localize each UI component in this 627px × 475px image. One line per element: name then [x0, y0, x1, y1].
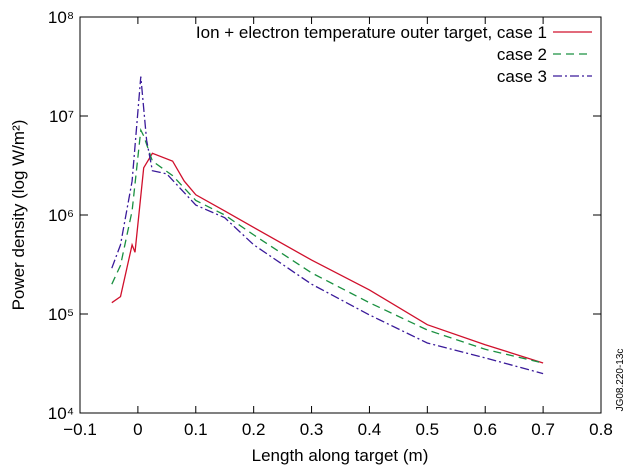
legend-label: case 2	[497, 45, 547, 64]
y-tick-label: 10⁶	[48, 206, 74, 225]
y-axis-label: Power density (log W/m²)	[9, 120, 28, 311]
legend-label: case 3	[497, 67, 547, 86]
x-tick-label: 0.7	[531, 420, 555, 439]
x-tick-label: 0.6	[473, 420, 497, 439]
x-tick-label: 0	[133, 420, 142, 439]
y-tick-label: 10⁷	[49, 107, 74, 126]
x-tick-label: 0.5	[416, 420, 440, 439]
y-tick-label: 10⁴	[48, 404, 74, 423]
legend-label: Ion + electron temperature outer target,…	[196, 23, 547, 42]
x-tick-label: 0.8	[589, 420, 613, 439]
x-axis-label: Length along target (m)	[252, 446, 429, 465]
annotation: JG08.220-13c	[615, 349, 626, 412]
y-tick-label: 10⁸	[48, 8, 74, 27]
series-line	[111, 76, 544, 375]
y-tick-label: 10⁵	[48, 305, 74, 324]
x-tick-label: 0.1	[184, 420, 208, 439]
x-tick-label: 0.4	[358, 420, 382, 439]
series-line	[111, 152, 544, 364]
x-tick-label: −0.1	[63, 420, 97, 439]
x-tick-label: 0.2	[242, 420, 266, 439]
x-tick-label: 0.3	[300, 420, 324, 439]
series-line	[111, 127, 544, 364]
